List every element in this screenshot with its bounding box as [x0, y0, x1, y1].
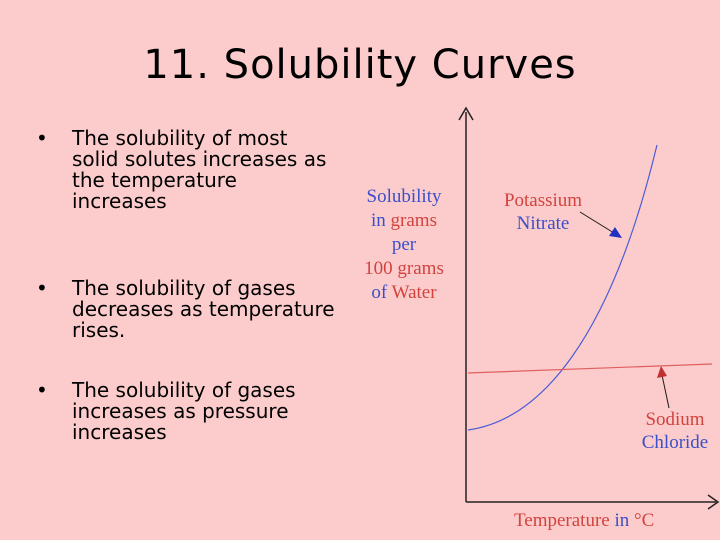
potassium-nitrate-pointer [579, 211, 615, 234]
x-label-part-3: °C [634, 510, 655, 531]
potassium-nitrate-label-line-1: Potassium [503, 190, 583, 211]
bullet-marker: • [36, 126, 48, 150]
x-axis-arrowhead [707, 494, 720, 510]
bullet-text: The solubility of most solid solutes inc… [72, 126, 327, 213]
y-label-line-1: Solubility [366, 186, 442, 207]
potassium-nitrate-label-line-2: Nitrate [516, 213, 570, 234]
sodium-chloride-label-line-2: Chloride [641, 432, 709, 453]
y-label-line-4: 100 grams [364, 258, 444, 279]
bullet-item-gases-pressure: • The solubility of gases increases as p… [36, 380, 336, 443]
x-axis-label: Temperature in °C [514, 510, 654, 532]
slide-title: 11. Solubility Curves [143, 42, 577, 88]
bullet-item-solids: • The solubility of most solid solutes i… [36, 128, 336, 212]
bullet-marker: • [36, 378, 48, 402]
y-label-line-2: in grams [371, 210, 437, 231]
sodium-chloride-arrowhead [657, 366, 667, 378]
y-axis-label: Solubility in grams per 100 grams of Wat… [344, 185, 464, 305]
x-label-part-1: Temperature [514, 510, 610, 531]
y-label-line-3: per [391, 234, 417, 255]
y-label-line-5: of Water [371, 282, 437, 303]
potassium-nitrate-curve [467, 144, 658, 431]
bullet-text: The solubility of gases decreases as tem… [72, 276, 335, 342]
sodium-chloride-label: Sodium Chloride [634, 408, 716, 454]
bullet-text: The solubility of gases increases as pre… [72, 378, 296, 444]
y-axis-arrowhead [458, 106, 474, 121]
sodium-chloride-curve [467, 363, 713, 374]
bullet-marker: • [36, 276, 48, 300]
potassium-nitrate-label: Potassium Nitrate [490, 189, 596, 235]
bullet-item-gases-temperature: • The solubility of gases decreases as t… [36, 278, 336, 341]
sodium-chloride-label-line-1: Sodium [645, 409, 705, 430]
sodium-chloride-pointer [661, 374, 670, 409]
potassium-nitrate-arrowhead [609, 227, 622, 238]
x-label-part-2: in [614, 510, 630, 531]
